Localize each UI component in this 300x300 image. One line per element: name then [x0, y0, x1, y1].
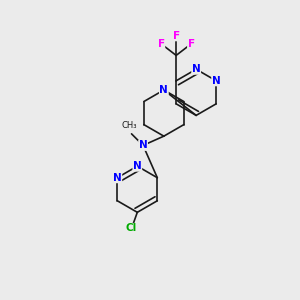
Text: N: N: [139, 140, 148, 150]
Text: Cl: Cl: [126, 224, 137, 233]
Text: F: F: [158, 39, 165, 49]
Text: CH₃: CH₃: [122, 122, 137, 130]
Text: N: N: [212, 76, 220, 86]
Text: N: N: [160, 85, 168, 95]
Text: N: N: [113, 173, 122, 183]
Text: F: F: [172, 31, 180, 41]
Text: N: N: [192, 64, 200, 74]
Text: F: F: [188, 39, 195, 49]
Text: N: N: [133, 161, 142, 171]
